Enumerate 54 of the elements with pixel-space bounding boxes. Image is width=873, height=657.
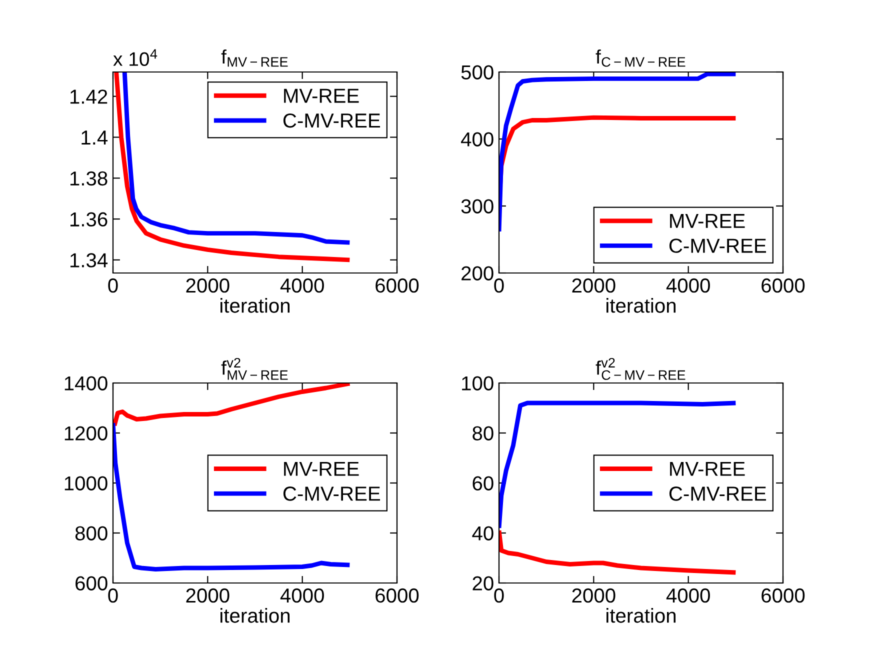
y-tick-label: 300 [461,199,494,214]
x-axis-title: iteration [606,298,676,313]
y-tick-label: 40 [472,526,494,540]
x-tick-label: 4000 [666,588,710,603]
x-tick-label: 4000 [666,278,710,293]
legend-label: MV-REE [284,88,359,103]
chart-title: f$^{v2}$$_{C−MV−REE}$ [596,358,686,380]
x-tick-label: 0 [108,278,118,293]
y-tick-label: 20 [472,576,494,590]
y-tick-label: 1.36 [70,212,108,227]
y-tick-label: 800 [75,526,108,540]
x-tick-label: 0 [494,278,504,293]
y-tick-label: 1200 [64,426,108,440]
y-tick-label: 80 [472,426,494,440]
x-axis-title: iteration [220,298,290,313]
legend-label: C-MV-REE [283,113,380,128]
legend-label: C-MV-REE [669,238,766,253]
x-tick-label: 2000 [572,588,616,603]
x-tick-label: 2000 [572,278,616,293]
x-tick-label: 6000 [376,278,419,293]
x-tick-label: 2000 [186,588,230,603]
legend-label: MV-REE [670,462,745,476]
y-tick-label: 1.42 [70,90,108,104]
chart-title: f$^{v2}$$_{MV−REE}$ [221,358,288,380]
y-tick-label: 400 [461,132,494,146]
line-series [113,383,352,428]
y-tick-label: 200 [462,266,494,280]
x-tick-label: 6000 [762,588,805,603]
y-tick-label: 100 [462,376,494,390]
line-series [499,528,738,575]
y-tick-label: 1000 [64,476,108,490]
y-tick-label: 1.38 [70,171,108,186]
y-tick-label: 1.4 [82,130,108,145]
legend-label: C-MV-REE [283,486,380,501]
x-axis-title: iteration [606,608,676,623]
x-axis-title: iteration [220,608,290,623]
x-tick-label: 0 [494,588,504,603]
y-tick-label: 60 [472,476,494,490]
x-tick-label: 6000 [376,588,419,603]
chart-title: f$_{C−MV−REE}$ [596,49,686,67]
legend-label: MV-REE [670,214,745,228]
y-tick-label: 500 [461,65,494,80]
x-tick-label: 0 [108,588,118,603]
y-tick-label: 1.34 [70,253,108,268]
x-tick-label: 4000 [280,278,324,293]
x-tick-label: 2000 [186,278,230,293]
text: x 10$^{4}$ [113,49,158,66]
y-tick-label: 600 [76,576,108,590]
chart-title: f$_{MV−REE}$ [221,49,288,67]
legend-label: MV-REE [284,462,359,476]
y-tick-label: 1400 [64,376,108,390]
x-tick-label: 6000 [762,278,805,293]
legend-label: C-MV-REE [669,486,766,501]
x-tick-label: 4000 [280,588,324,603]
